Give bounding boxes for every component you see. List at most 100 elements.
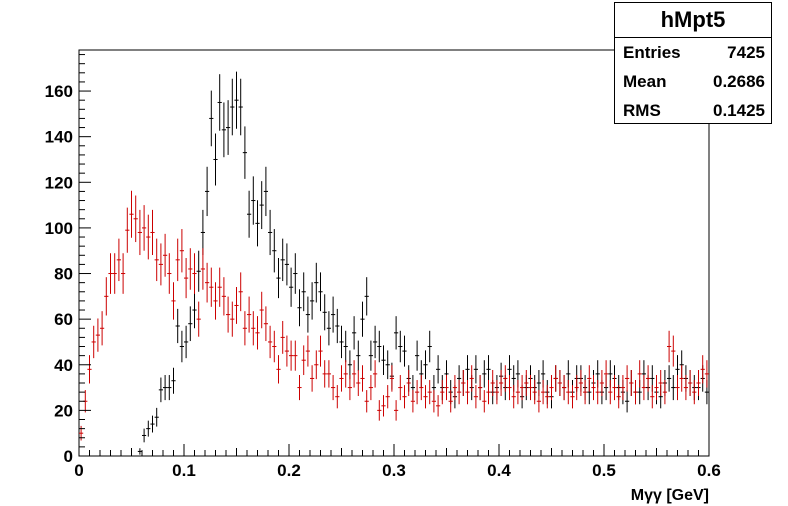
data-point (242, 126, 247, 179)
data-point (87, 355, 92, 384)
data-point (356, 340, 361, 371)
data-point (398, 330, 403, 363)
data-point (360, 301, 365, 337)
y-tick-label: 140 (45, 128, 73, 147)
data-point (217, 267, 222, 307)
stats-value: 0.2686 (713, 72, 765, 91)
data-point (221, 277, 226, 316)
data-point (473, 355, 478, 384)
data-point (347, 375, 352, 401)
data-point (213, 282, 218, 320)
stats-row-rms: RMS 0.1425 (615, 96, 771, 125)
x-axis-title: Mγγ [GeV] (631, 487, 709, 504)
data-point (188, 248, 193, 290)
data-point (377, 400, 382, 421)
data-point (486, 355, 491, 384)
data-point (238, 78, 243, 136)
data-point (398, 375, 403, 401)
stats-value: 7425 (727, 43, 765, 62)
data-point (482, 390, 487, 413)
data-point (364, 390, 369, 413)
data-point (536, 390, 541, 413)
y-tick-label: 0 (64, 447, 73, 466)
data-point (280, 320, 285, 354)
y-tick-label: 80 (54, 265, 73, 284)
data-point (272, 229, 277, 273)
data-point (171, 282, 176, 320)
data-point (263, 306, 268, 342)
data-point (100, 311, 105, 346)
x-tick-label: 0.2 (277, 461, 301, 480)
data-point (528, 375, 533, 401)
data-point (389, 365, 394, 392)
y-tick-label: 60 (54, 310, 73, 329)
data-point (440, 380, 445, 405)
x-tick-label: 0 (74, 461, 83, 480)
data-point (217, 74, 222, 131)
data-point (310, 282, 315, 320)
data-point (352, 316, 357, 350)
data-point (175, 308, 180, 344)
data-point (700, 355, 705, 384)
data-point (478, 375, 483, 401)
data-point (297, 289, 302, 327)
data-point (205, 262, 210, 303)
series-1 (79, 190, 709, 441)
data-point (423, 385, 428, 409)
data-point (280, 238, 285, 282)
data-point (520, 375, 525, 401)
data-point (192, 253, 197, 294)
data-point (255, 316, 260, 350)
data-point (213, 133, 218, 186)
data-point (557, 370, 562, 397)
data-point (326, 360, 331, 388)
data-point (314, 350, 319, 380)
data-point (301, 345, 306, 376)
data-point (452, 375, 457, 401)
data-point (356, 370, 361, 397)
data-point (129, 190, 134, 238)
data-point (667, 365, 672, 392)
data-point (163, 233, 168, 277)
data-point (604, 360, 609, 388)
data-point (276, 355, 281, 384)
data-point (297, 375, 302, 401)
data-point (436, 395, 441, 417)
data-point (326, 311, 331, 346)
data-point (394, 400, 399, 421)
data-point (137, 448, 142, 455)
data-point (658, 370, 663, 397)
data-point (242, 311, 247, 346)
data-point (608, 380, 613, 405)
data-point (625, 390, 630, 413)
stats-value: 0.1425 (713, 101, 765, 120)
data-point (179, 229, 184, 273)
data-point (175, 238, 180, 282)
data-point (158, 243, 163, 286)
data-point (599, 370, 604, 397)
data-point (629, 370, 634, 397)
data-point (335, 308, 340, 344)
data-point (184, 325, 189, 359)
data-point (511, 385, 516, 409)
data-point (343, 360, 348, 388)
data-point (457, 380, 462, 405)
data-point (662, 380, 667, 405)
data-point (305, 296, 310, 333)
data-point (427, 380, 432, 405)
data-point (247, 296, 252, 333)
data-point (196, 301, 201, 337)
data-point (415, 340, 420, 371)
data-point (247, 190, 252, 238)
data-point (154, 238, 159, 282)
data-point (473, 385, 478, 409)
data-point (284, 243, 289, 286)
x-tick-label: 0.3 (382, 461, 406, 480)
data-point (402, 335, 407, 367)
stats-label: Entries (623, 43, 681, 62)
data-point (79, 425, 84, 441)
data-point (381, 395, 386, 417)
data-point (595, 380, 600, 405)
data-point (654, 375, 659, 401)
